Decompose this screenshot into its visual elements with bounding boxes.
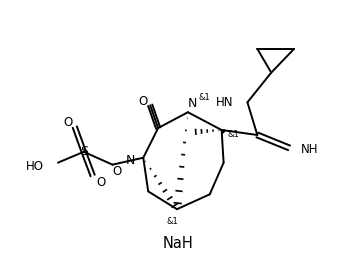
Text: S: S [80, 145, 88, 158]
Text: NaH: NaH [163, 236, 193, 251]
Text: O: O [113, 165, 122, 178]
Text: NH: NH [301, 143, 318, 156]
Text: &1: &1 [199, 93, 211, 102]
Text: &1: &1 [228, 131, 239, 139]
Text: O: O [96, 176, 105, 189]
Text: HN: HN [216, 96, 233, 109]
Text: &1: &1 [166, 217, 178, 226]
Text: N: N [188, 97, 197, 110]
Text: O: O [139, 95, 148, 108]
Text: HO: HO [26, 160, 44, 173]
Text: N: N [126, 154, 135, 167]
Text: O: O [63, 116, 72, 129]
